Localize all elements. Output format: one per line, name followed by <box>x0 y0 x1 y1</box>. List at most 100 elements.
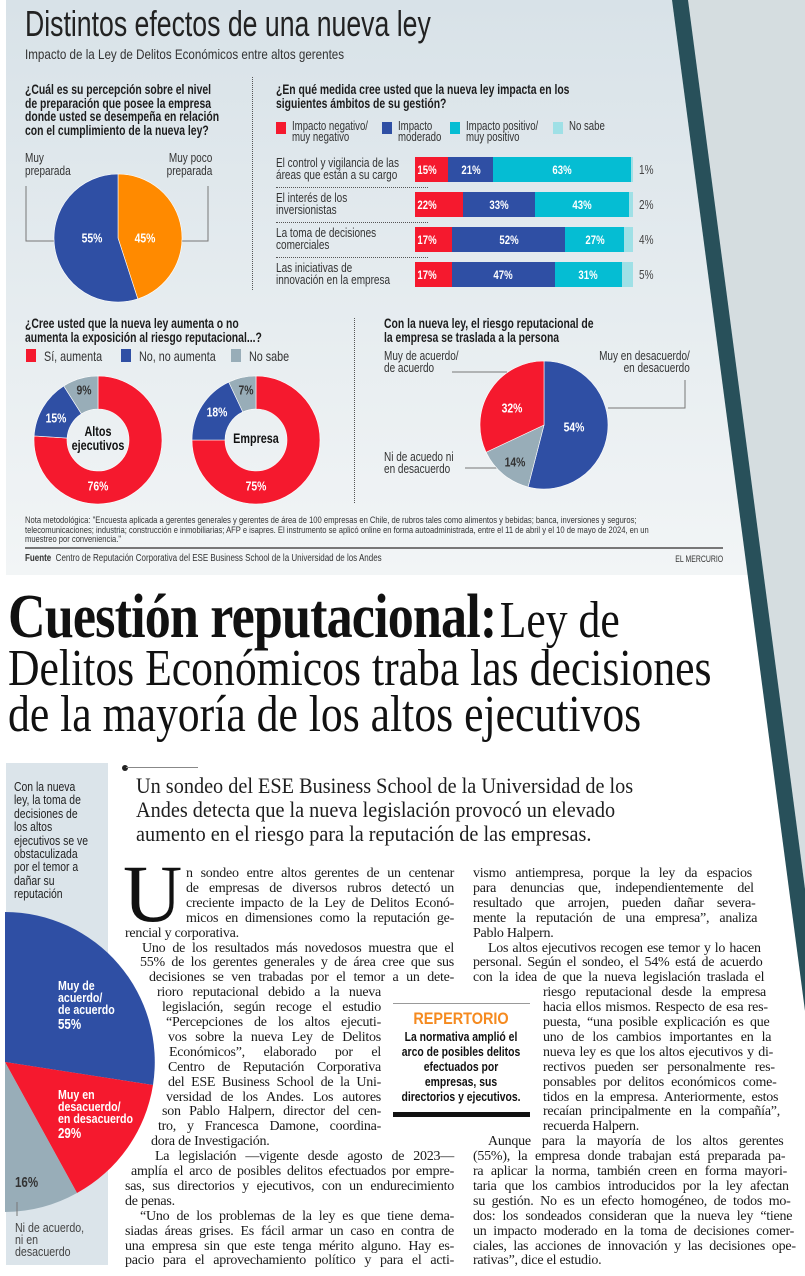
body-text-line: vismo antiempresa, porque la ley da espa… <box>473 866 752 881</box>
body-text-line: Aunque para la mayoría de los altos gere… <box>488 1134 784 1150</box>
deck-rule <box>126 767 198 768</box>
body-text-line: de empresas de diversos rubros detectó u… <box>186 880 454 896</box>
legend-swatch <box>121 349 131 362</box>
source-label: Fuente <box>25 553 52 564</box>
bar-segment <box>452 262 555 287</box>
pie-value-label: 9% <box>76 382 92 398</box>
bar-value-label: 27% <box>585 232 605 247</box>
chart-question: ¿Cuál es su percepción sobre el nivel de… <box>25 82 220 138</box>
pie-slice <box>117 173 183 300</box>
sidebar-pie-value: 55% <box>58 1016 82 1033</box>
body-text-line: su gestión. No es un efecto homogéneo, d… <box>473 1193 791 1209</box>
body-text-line: del ESE Business School de la Uni- <box>168 1074 381 1090</box>
body-text-line: hacia ellos mismos. Respecto de esa res- <box>543 1000 768 1016</box>
drop-cap: U <box>123 848 183 939</box>
credit: EL MERCURIO <box>675 554 723 564</box>
body-text-line: rectivos pueden ser personalmente res- <box>543 1059 775 1075</box>
body-text-line: con la idea de que la nueva legislación … <box>473 970 765 986</box>
body-text-line: decisiones se ven trabadas por el temor … <box>149 970 454 986</box>
legend-label: No, no aumenta <box>139 348 216 364</box>
pie-category-label: Muy en desacuerdo/ en desacuerdo <box>599 348 690 375</box>
divider <box>354 318 355 503</box>
body-text-line: legislación, según recoge el estudio <box>162 1000 381 1016</box>
leader-line <box>25 186 55 242</box>
bar-segment <box>452 227 566 252</box>
bar-segment <box>415 227 453 252</box>
body-text-line: ciales, las acciones de innovación y las… <box>473 1238 796 1254</box>
deck-bullet <box>122 765 128 771</box>
methodology-note: Nota metodológica: "Encuesta aplicada a … <box>25 515 649 545</box>
pie-value-label: 7% <box>238 382 254 398</box>
body-text-line: son Pablo Halpern, director del cen- <box>162 1104 381 1120</box>
body-text-line: para denuncias que, independientemente d… <box>473 880 754 896</box>
body-text-line: pacio para el aprovechamiento político y… <box>125 1253 454 1269</box>
body-text-line: Centro de Reputación Corporativa <box>168 1059 381 1075</box>
bar-value-label: 17% <box>417 267 437 282</box>
legend-label: Impacto moderado <box>398 119 442 144</box>
body-text-line: Pablo Halpern. <box>473 925 554 941</box>
bar-segment <box>628 192 633 217</box>
pie-slice <box>53 173 139 303</box>
bar-segment <box>630 157 633 182</box>
body-text-line: de penas. <box>125 1193 175 1209</box>
pie-value-label: 18% <box>206 404 228 420</box>
body-text-line: uno de los cambios importantes en la <box>543 1029 772 1045</box>
body-text-line: creciente impacto de la Ley de Delitos E… <box>186 895 454 911</box>
body-text-line: rativas”, dice el estudio. <box>473 1253 602 1269</box>
body-text-line: dos: los sondeados consideran que la nue… <box>473 1208 793 1224</box>
pie-category-label: Muy poco preparada <box>166 150 212 178</box>
body-text-line: n sondeo entre altos gerentes de un cent… <box>186 866 454 881</box>
body-text-line: sas, sus directorios y ejecutivos, con u… <box>125 1178 454 1194</box>
body-text-line: La legislación —vigente desde agosto de … <box>155 1149 454 1165</box>
headline: Cuestión reputacional: Ley de <box>8 586 620 648</box>
legend-swatch <box>26 349 36 362</box>
bar-segment <box>554 262 623 287</box>
row-separator <box>276 222 428 223</box>
legend-swatch <box>382 122 392 134</box>
legend-label: No sabe <box>249 348 290 364</box>
bar-segment <box>415 192 463 217</box>
row-separator <box>276 187 428 188</box>
bar-value-label: 4% <box>639 232 654 247</box>
body-text-line: Los altos ejecutivos recogen ese temor y… <box>488 940 761 956</box>
deck-line: Andes detecta que la nueva legislación p… <box>136 797 616 822</box>
source-rule <box>25 547 723 549</box>
headline-line: Delitos Económicos traba las decisiones <box>8 640 712 697</box>
body-text-line: recuerda Halpern. <box>543 1119 640 1135</box>
headline-line: de la mayoría de los altos ejecutivos <box>8 686 642 743</box>
source-text: Centro de Reputación Corporativa del ESE… <box>55 553 382 564</box>
personal-risk-pie-chart <box>452 360 686 490</box>
pie-slice <box>33 375 163 505</box>
pie-slice <box>191 375 321 505</box>
body-text-line: micos en dimensiones como la reputación … <box>186 910 454 926</box>
pie-value-label: 76% <box>87 478 109 494</box>
legend-swatch <box>553 122 563 134</box>
callout-kicker: REPERTORIO <box>413 1009 509 1028</box>
infographic-title: Distintos efectos de una nueva ley <box>25 3 431 44</box>
row-separator <box>276 257 428 258</box>
body-text-line: taria que los cambios introducidos por l… <box>473 1178 789 1194</box>
sidebar-pie-label: Ni de acuerdo, ni en desacuerdo <box>15 1221 85 1259</box>
deck-line: Un sondeo del ESE Business School de la … <box>136 773 634 798</box>
bar-value-label: 31% <box>578 267 598 282</box>
callout-text: La normativa amplió el arco de posibles … <box>401 1029 521 1104</box>
donut-center-label: Empresa <box>233 431 279 446</box>
pie-value-label: 45% <box>134 230 156 246</box>
pie-slice <box>63 375 99 415</box>
body-text-line: “Uno de los problemas de la ley es que t… <box>140 1208 454 1224</box>
sidebar-pie-value: 16% <box>15 1174 39 1191</box>
body-text-line: siadas áreas grises. Es fácil armar un c… <box>125 1223 454 1239</box>
deck-line: aumento en el riesgo para la reputación … <box>136 821 592 846</box>
body-text-line: puesta, “una posible explicación es que <box>543 1015 770 1030</box>
bar-value-label: 15% <box>417 162 437 177</box>
body-text-line: vos sobre la nueva Ley de Delitos <box>168 1029 381 1045</box>
body-text-line: mente la reputación de una empresa”, ana… <box>473 910 758 926</box>
bar-row-label: El interés de los inversionistas <box>276 190 348 217</box>
bar-value-label: 22% <box>417 197 437 212</box>
preparation-pie-chart <box>25 173 209 303</box>
pie-value-label: 15% <box>45 410 67 426</box>
body-text-line: nueva ley es que los altos ejecutivos y … <box>543 1044 773 1060</box>
body-text-line: resultado que arrojen, pueden dañar seve… <box>473 895 756 911</box>
body-text-line: dora de Investigación. <box>151 1134 270 1150</box>
body-text-line: tidos en la empresa. Anteriormente, esto… <box>543 1089 779 1105</box>
